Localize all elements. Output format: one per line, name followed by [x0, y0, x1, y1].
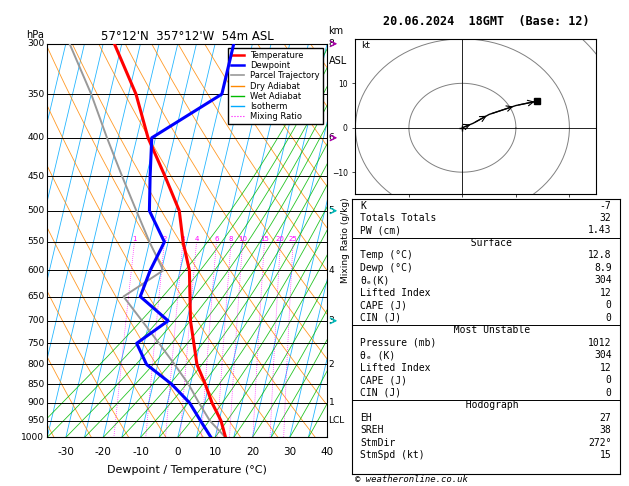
Text: 0: 0 [606, 313, 611, 323]
Text: 750: 750 [27, 339, 45, 348]
Text: 12.8: 12.8 [588, 250, 611, 260]
Text: 1.43: 1.43 [588, 226, 611, 235]
Text: 1000: 1000 [21, 433, 45, 442]
Text: CAPE (J): CAPE (J) [360, 300, 407, 311]
Text: 0: 0 [606, 388, 611, 398]
Text: 400: 400 [27, 133, 45, 142]
Text: Lifted Index: Lifted Index [360, 363, 431, 373]
Text: 3: 3 [181, 236, 185, 242]
Text: 32: 32 [600, 213, 611, 223]
Text: Pressure (mb): Pressure (mb) [360, 338, 437, 348]
Text: 25: 25 [289, 236, 298, 242]
Text: 2: 2 [162, 236, 167, 242]
Text: Temp (°C): Temp (°C) [360, 250, 413, 260]
Text: CIN (J): CIN (J) [360, 313, 401, 323]
Text: 38: 38 [600, 425, 611, 435]
Text: 20.06.2024  18GMT  (Base: 12): 20.06.2024 18GMT (Base: 12) [382, 15, 589, 28]
Text: 700: 700 [27, 316, 45, 325]
Text: 30: 30 [283, 447, 296, 457]
Text: Hodograph: Hodograph [454, 400, 518, 410]
Text: 300: 300 [27, 39, 45, 48]
Text: 450: 450 [27, 172, 45, 181]
Text: ASL: ASL [328, 55, 347, 66]
Text: 304: 304 [594, 276, 611, 285]
Text: 6: 6 [328, 133, 334, 142]
Text: 12: 12 [600, 288, 611, 298]
Text: © weatheronline.co.uk: © weatheronline.co.uk [355, 474, 468, 484]
Text: Most Unstable: Most Unstable [442, 325, 530, 335]
Text: LCL: LCL [328, 416, 345, 425]
Text: 600: 600 [27, 266, 45, 275]
Text: StmSpd (kt): StmSpd (kt) [360, 450, 425, 460]
Text: 20: 20 [246, 447, 259, 457]
Text: Lifted Index: Lifted Index [360, 288, 431, 298]
Text: -7: -7 [600, 201, 611, 210]
Text: -30: -30 [57, 447, 74, 457]
Text: 0: 0 [606, 375, 611, 385]
Text: θₑ(K): θₑ(K) [360, 276, 389, 285]
Text: Mixing Ratio (g/kg): Mixing Ratio (g/kg) [342, 198, 350, 283]
Text: 500: 500 [27, 206, 45, 215]
Text: 4: 4 [194, 236, 199, 242]
Text: 5: 5 [328, 206, 334, 215]
Text: 2: 2 [328, 360, 334, 369]
Text: 8: 8 [229, 236, 233, 242]
Text: 1: 1 [328, 399, 334, 407]
Text: 10: 10 [238, 236, 247, 242]
Text: 6: 6 [214, 236, 219, 242]
Text: K: K [360, 201, 366, 210]
Text: 27: 27 [600, 413, 611, 423]
Text: 0: 0 [174, 447, 181, 457]
Text: 1012: 1012 [588, 338, 611, 348]
Text: 272°: 272° [588, 438, 611, 448]
Text: 40: 40 [321, 447, 333, 457]
Text: 20: 20 [276, 236, 285, 242]
Text: Dewpoint / Temperature (°C): Dewpoint / Temperature (°C) [107, 465, 267, 475]
Text: 12: 12 [600, 363, 611, 373]
Text: -20: -20 [95, 447, 111, 457]
Text: 950: 950 [27, 416, 45, 425]
Text: SREH: SREH [360, 425, 384, 435]
Text: -10: -10 [132, 447, 149, 457]
Title: 57°12'N  357°12'W  54m ASL: 57°12'N 357°12'W 54m ASL [101, 30, 274, 43]
Text: EH: EH [360, 413, 372, 423]
Legend: Temperature, Dewpoint, Parcel Trajectory, Dry Adiabat, Wet Adiabat, Isotherm, Mi: Temperature, Dewpoint, Parcel Trajectory… [228, 48, 323, 124]
Text: 550: 550 [27, 238, 45, 246]
Text: 15: 15 [600, 450, 611, 460]
Text: 10: 10 [209, 447, 221, 457]
Text: 8: 8 [328, 39, 334, 48]
Text: 304: 304 [594, 350, 611, 360]
Text: 800: 800 [27, 360, 45, 369]
Text: CAPE (J): CAPE (J) [360, 375, 407, 385]
Text: 3: 3 [328, 316, 334, 325]
Text: kt: kt [361, 41, 370, 50]
Text: 350: 350 [27, 89, 45, 99]
Text: 850: 850 [27, 380, 45, 389]
Text: θₑ (K): θₑ (K) [360, 350, 396, 360]
Text: 650: 650 [27, 292, 45, 301]
Text: 8.9: 8.9 [594, 263, 611, 273]
Text: km: km [328, 26, 343, 36]
Text: 0: 0 [606, 300, 611, 311]
Text: hPa: hPa [26, 30, 45, 40]
Text: Totals Totals: Totals Totals [360, 213, 437, 223]
Text: CIN (J): CIN (J) [360, 388, 401, 398]
Text: Surface: Surface [459, 238, 513, 248]
Text: StmDir: StmDir [360, 438, 396, 448]
Text: 4: 4 [328, 266, 334, 275]
Text: 900: 900 [27, 399, 45, 407]
Text: PW (cm): PW (cm) [360, 226, 401, 235]
Text: 1: 1 [132, 236, 136, 242]
Text: Dewp (°C): Dewp (°C) [360, 263, 413, 273]
Text: 15: 15 [260, 236, 269, 242]
